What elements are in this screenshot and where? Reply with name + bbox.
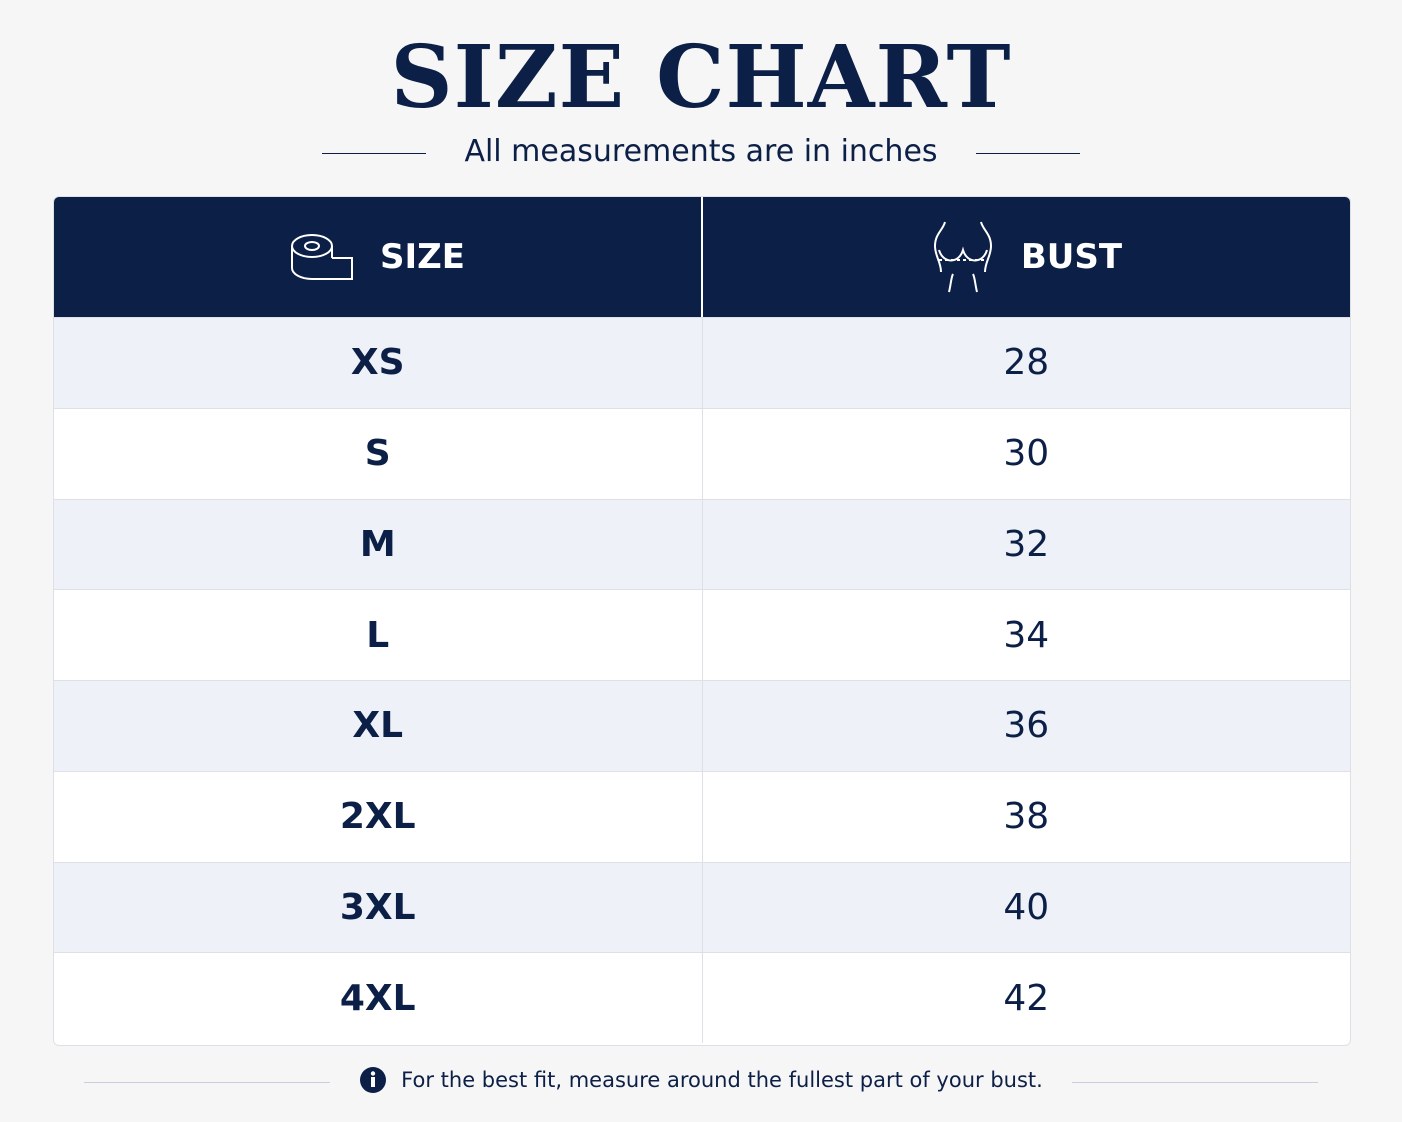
tape-icon	[290, 234, 353, 280]
bust-cell: 30	[701, 408, 1351, 499]
size-cell: 2XL	[339, 796, 416, 838]
bust-cell: 42	[701, 953, 1351, 1043]
subtitle-text: All measurements are in inches	[464, 134, 938, 169]
size-cell: 3XL	[339, 886, 416, 928]
rule	[1072, 1082, 1318, 1083]
bust-cell: 38	[701, 771, 1351, 862]
table-header: SIZE BUST	[54, 197, 1350, 317]
footer: For the best fit, measure around the ful…	[0, 1066, 1402, 1094]
size-cell: XS	[350, 342, 405, 384]
size-table: SIZE BUST XS 28 S 30 M 32 L 34 XL 36 2XL 38 3XL 40 4XL…	[53, 196, 1351, 1046]
rule	[976, 153, 1080, 154]
table-row: 4XL 42	[54, 952, 1350, 1043]
table-row: XL 36	[54, 680, 1350, 771]
bust-cell: 32	[701, 499, 1351, 590]
size-cell: S	[364, 433, 391, 475]
header-text: BUST	[1020, 237, 1123, 277]
bust-cell: 40	[701, 862, 1351, 953]
header-cell: BUST	[701, 197, 1350, 317]
size-cell: M	[359, 523, 396, 565]
bust-icon	[933, 221, 992, 293]
size-cell: XL	[352, 705, 404, 747]
table-row: L 34	[54, 589, 1350, 680]
footer-note: For the best fit, measure around the ful…	[401, 1068, 1043, 1092]
header-text: SIZE	[379, 237, 466, 277]
info-icon	[360, 1067, 387, 1093]
table-row: XS 28	[54, 317, 1350, 408]
title: SIZE CHART	[390, 27, 1012, 128]
rule	[84, 1082, 330, 1083]
size-cell: L	[366, 614, 390, 656]
table-row: M 32	[54, 498, 1351, 590]
table-body: XS 28 S 30 M 32 L 34 XL 36 2XL 38 3XL 40 4XL 42	[54, 317, 1350, 1043]
table-row: 2XL 38	[54, 770, 1351, 862]
subtitle: All measurements are in inches	[0, 132, 1402, 172]
bust-cell: 34	[701, 590, 1351, 680]
bust-cell: 36	[701, 681, 1351, 771]
header-cell: SIZE	[54, 197, 701, 317]
bust-cell: 28	[701, 318, 1351, 408]
table-row: 3XL 40	[54, 861, 1351, 953]
size-cell: 4XL	[339, 977, 416, 1019]
table-row: S 30	[54, 407, 1351, 499]
rule	[322, 153, 426, 154]
